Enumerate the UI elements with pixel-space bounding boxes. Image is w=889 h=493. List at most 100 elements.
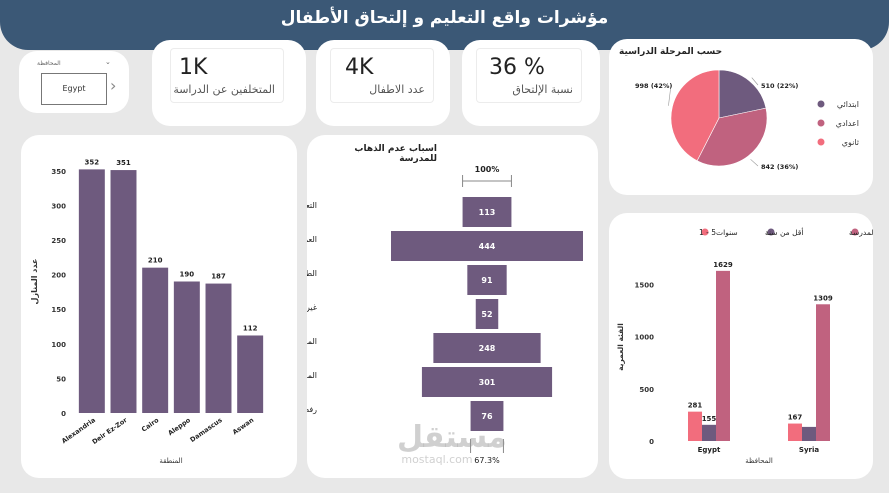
y-tick-label: 200 bbox=[51, 272, 66, 280]
reasons-funnel-chart: 100% 113 التعليم غير مهم 444 العمل 91 الطفل أم… bbox=[307, 165, 583, 465]
kpi-frame: 36 % نسبة الإلتحاق bbox=[476, 48, 582, 103]
pie-slice bbox=[718, 69, 767, 119]
legend-label: سنوات5 - 1 bbox=[699, 228, 738, 237]
kpi-frame: 1K المتخلفين عن الدراسة bbox=[170, 48, 284, 103]
bar bbox=[688, 411, 702, 441]
region-bar-card: 0 50 100 150 200 250 300 350 عدد المنازل 352 Alexa… bbox=[21, 135, 297, 478]
data-label: 301 bbox=[479, 378, 496, 387]
y-tick-label: 500 bbox=[639, 386, 654, 394]
data-label: 52 bbox=[481, 310, 492, 319]
funnel-bar bbox=[433, 333, 541, 363]
pie-slice bbox=[670, 69, 720, 162]
legend-marker bbox=[817, 119, 825, 127]
slice-label: 998 (42%) bbox=[635, 82, 672, 90]
data-label: 351 bbox=[116, 159, 131, 167]
chevron-down-icon[interactable]: ⌄ bbox=[105, 58, 111, 66]
data-label: 444 bbox=[479, 242, 496, 251]
bar bbox=[78, 169, 105, 413]
slice-leader-line bbox=[751, 77, 759, 86]
funnel-top-bracket bbox=[462, 175, 512, 187]
x-axis-label: المنطقة bbox=[159, 457, 182, 465]
legend-label: ثانوي bbox=[842, 138, 859, 147]
bar bbox=[802, 426, 816, 441]
y-axis-label: عدد المنازل bbox=[30, 259, 39, 305]
y-tick-label: 50 bbox=[56, 375, 66, 383]
y-axis-label: الفئة العمرية bbox=[616, 323, 625, 371]
category-label: التعليم غير مهم bbox=[307, 201, 317, 210]
y-tick-label: 1500 bbox=[635, 281, 655, 289]
data-label: 281 bbox=[688, 402, 703, 410]
funnel-bar bbox=[391, 231, 583, 261]
funnel-bar bbox=[421, 367, 553, 397]
age-bar-card: في عمر المدرسة أقل من سنة سنوات5 - 1 0 500 10… bbox=[609, 213, 873, 479]
kpi-card-dropouts: 1K المتخلفين عن الدراسة bbox=[152, 40, 306, 126]
reasons-funnel-card: اسباب عدم الذهاب للمدرسة 100% 113 التعليم … bbox=[307, 135, 598, 478]
bar bbox=[110, 170, 137, 413]
x-tick-label: Cairo bbox=[140, 416, 161, 434]
funnel-bar bbox=[470, 401, 504, 431]
y-tick-label: 350 bbox=[51, 168, 66, 176]
funnel-bottom-bracket bbox=[470, 439, 504, 453]
bar bbox=[702, 424, 716, 441]
watermark: مستقل mostaql.com bbox=[397, 423, 507, 467]
x-tick-label: Deir Ez-Zor bbox=[91, 416, 130, 446]
kpi-card-enrollment: 36 % نسبة الإلتحاق bbox=[462, 40, 600, 126]
slice-label: 842 (36%) bbox=[761, 163, 798, 171]
data-label: 1309 bbox=[813, 294, 833, 302]
y-tick-label: 300 bbox=[51, 202, 66, 210]
kpi-card-children: 4K عدد الاطفال bbox=[316, 40, 450, 126]
kpi-label: المتخلفين عن الدراسة bbox=[173, 83, 275, 96]
data-label: 112 bbox=[243, 324, 258, 332]
kpi-frame: 4K عدد الاطفال bbox=[330, 48, 434, 103]
bar bbox=[816, 304, 830, 441]
kpi-label: نسبة الإلتحاق bbox=[512, 83, 573, 96]
category-label: المدرسة بعيدة bbox=[307, 337, 317, 346]
slicer-value[interactable]: Egypt bbox=[41, 73, 107, 105]
data-label: 1629 bbox=[713, 261, 733, 269]
data-label: 210 bbox=[148, 257, 163, 265]
bar bbox=[788, 423, 802, 441]
funnel-top-label: 100% bbox=[475, 165, 500, 174]
y-tick-label: 0 bbox=[61, 410, 66, 418]
age-bar-chart: في عمر المدرسة أقل من سنة سنوات5 - 1 0 500 10… bbox=[616, 227, 873, 465]
data-label: 248 bbox=[479, 344, 496, 353]
x-axis-label: المحافظة bbox=[745, 457, 773, 465]
x-tick-label: Egypt bbox=[698, 446, 721, 454]
chart-title: حسب المرحلة الدراسية bbox=[619, 47, 723, 57]
slice-leader-line bbox=[668, 84, 672, 106]
data-label: 190 bbox=[180, 271, 195, 279]
x-tick-label: Syria bbox=[799, 446, 819, 454]
category-label: المدرسة غير آمنة bbox=[307, 370, 317, 380]
funnel-bar bbox=[475, 299, 499, 329]
chart-title: اسباب عدم الذهاب للمدرسة bbox=[354, 144, 437, 164]
y-tick-label: 0 bbox=[649, 438, 654, 446]
kpi-value: 36 % bbox=[489, 55, 545, 80]
funnel-bottom-label: 67.3% bbox=[474, 456, 500, 465]
category-label: رفض الطفل bbox=[307, 405, 317, 414]
funnel-bar bbox=[467, 265, 507, 295]
bar bbox=[173, 281, 200, 413]
chevron-right-icon[interactable]: › bbox=[110, 76, 117, 95]
legend-marker bbox=[701, 228, 709, 236]
data-label: 187 bbox=[211, 273, 226, 281]
stage-pie-card: حسب المرحلة الدراسية 510 (22%) ابتدائي 842… bbox=[609, 39, 873, 195]
data-label: 76 bbox=[481, 412, 493, 421]
category-label: العمل bbox=[307, 235, 317, 244]
bar bbox=[142, 267, 169, 413]
legend-label: ابتدائي bbox=[837, 100, 859, 109]
y-tick-label: 1000 bbox=[635, 334, 655, 342]
data-label: 167 bbox=[788, 414, 803, 422]
legend-marker bbox=[817, 100, 825, 108]
legend-marker bbox=[851, 228, 859, 236]
bar bbox=[237, 335, 264, 413]
page-title: مؤشرات واقع التعليم و إلتحاق الأطفال bbox=[280, 8, 609, 28]
bar bbox=[205, 283, 232, 413]
kpi-value: 4K bbox=[345, 55, 374, 80]
legend-label: في عمر المدرسة bbox=[849, 228, 873, 237]
data-label: 352 bbox=[85, 158, 100, 166]
category-label: غير ذلك bbox=[307, 303, 317, 312]
pie-chart: 510 (22%) ابتدائي 842 (36%) اعدادي 998 (42%)… bbox=[635, 69, 859, 171]
kpi-value: 1K bbox=[179, 55, 208, 80]
y-tick-label: 250 bbox=[51, 237, 66, 245]
